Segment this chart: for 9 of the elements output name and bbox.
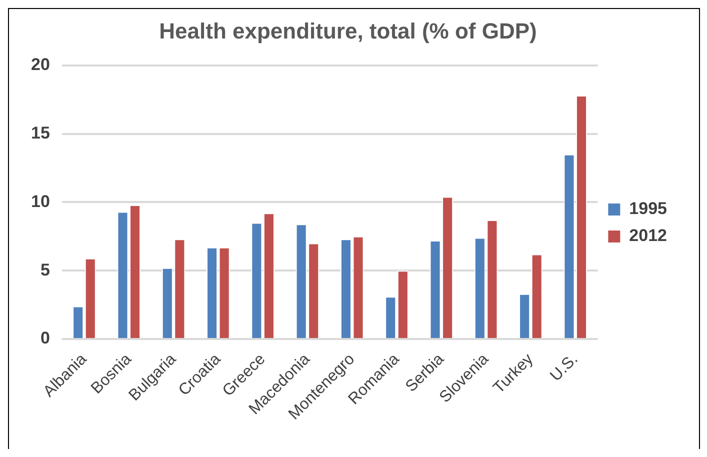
y-tick-label: 0	[40, 328, 50, 348]
y-tick-label: 15	[30, 124, 50, 142]
y-tick-label: 5	[40, 260, 50, 280]
y-tick-label: 20	[30, 55, 50, 74]
legend-label: 2012	[629, 226, 668, 246]
chart-title: Health expenditure, total (% of GDP)	[159, 18, 537, 44]
legend-label: 1995	[629, 199, 668, 218]
y-tick-label: 10	[30, 192, 50, 211]
x-tick-label: U.S.	[547, 350, 582, 385]
